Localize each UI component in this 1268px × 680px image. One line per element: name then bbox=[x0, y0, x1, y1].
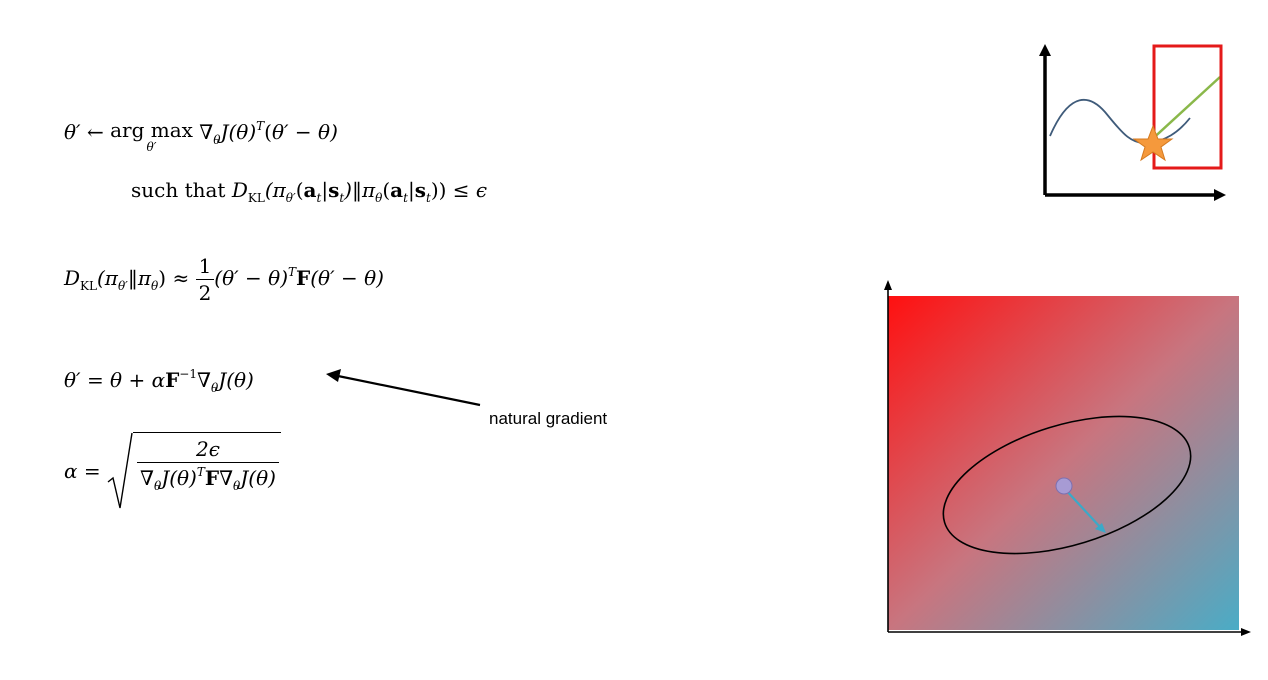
tangent-line bbox=[1147, 76, 1221, 144]
bar: | bbox=[321, 178, 329, 202]
trust-region-ellipse bbox=[942, 415, 1192, 555]
star-icon bbox=[1132, 124, 1174, 162]
equation-constraint: such that DKL(πθ′(at|st)‖πθ(at|st)) ≤ ϵ bbox=[131, 180, 487, 204]
nabla-2: ∇ bbox=[219, 466, 234, 490]
kl-subscript: KL bbox=[80, 279, 97, 293]
denominator: ∇θJ(θ)TF∇θJ(θ) bbox=[137, 463, 279, 492]
square-root: 2ϵ ∇θJ(θ)TF∇θJ(θ) bbox=[107, 432, 281, 510]
transpose: T bbox=[288, 265, 297, 279]
approx: ) ≈ bbox=[158, 266, 196, 290]
such-that-label: such that bbox=[131, 178, 232, 202]
divergence-D: D bbox=[64, 266, 81, 290]
inverse: −1 bbox=[179, 367, 197, 381]
state-s: s bbox=[328, 178, 340, 202]
theta-prime-2: θ′ bbox=[271, 120, 289, 144]
leq: )) ≤ bbox=[430, 178, 476, 202]
pi-new-sub: θ′ bbox=[117, 279, 128, 293]
nabla: ∇ bbox=[196, 368, 211, 392]
objective: J(θ) bbox=[218, 368, 254, 392]
numerator: 2ϵ bbox=[136, 439, 279, 463]
action-a: a bbox=[303, 178, 317, 202]
pi-old: ‖π bbox=[127, 266, 152, 290]
objective: J(θ) bbox=[161, 466, 197, 490]
nabla-subscript-2: θ bbox=[233, 479, 241, 493]
gradient-landscape bbox=[884, 280, 1251, 636]
nabla-subscript: θ bbox=[213, 133, 221, 147]
denominator: 2 bbox=[198, 281, 212, 305]
equation-kl-approx: DKL(πθ′‖πθ) ≈ 1 2 (θ′ − θ)TF(θ′ − θ) bbox=[64, 256, 384, 303]
assign-arrow: ← bbox=[86, 120, 104, 144]
nabla-subscript: θ bbox=[210, 381, 219, 395]
objective-J: J bbox=[220, 120, 229, 144]
landscape-background bbox=[888, 296, 1239, 630]
divergence-D: D bbox=[231, 178, 248, 202]
minus-theta: − θ) bbox=[288, 120, 338, 144]
paren: ( bbox=[295, 178, 304, 202]
objective-curve bbox=[1049, 98, 1191, 144]
fisher-F: F bbox=[296, 266, 311, 290]
transpose: T bbox=[256, 119, 265, 133]
equation-update: θ′ ← arg max θ′ ∇θJ(θ)T(θ′ − θ) bbox=[64, 120, 338, 154]
paren-2: ( bbox=[382, 178, 391, 202]
numerator: 1 bbox=[195, 256, 215, 280]
step-arrow bbox=[1063, 487, 1102, 529]
state-s-2: s bbox=[414, 178, 426, 202]
update-lhs: θ′ = θ + α bbox=[64, 368, 166, 392]
fisher-F: F bbox=[165, 368, 180, 392]
paren-open: ( bbox=[264, 120, 272, 144]
trust-region-box bbox=[1152, 44, 1223, 170]
bar-2: | bbox=[407, 178, 415, 202]
t-sub: t bbox=[316, 191, 322, 205]
objective-2: J(θ) bbox=[240, 466, 276, 490]
alpha-lhs: α = bbox=[64, 459, 107, 483]
delta-theta-2: (θ′ − θ) bbox=[310, 266, 384, 290]
nabla: ∇ bbox=[199, 120, 214, 144]
transpose: T bbox=[196, 465, 205, 479]
fisher-F: F bbox=[204, 466, 220, 490]
pi-new: (π bbox=[264, 178, 286, 202]
argmax-subscript: θ′ bbox=[146, 140, 157, 154]
t-sub-4: t bbox=[425, 191, 431, 205]
epsilon: ϵ bbox=[475, 178, 488, 202]
theta-prime: θ′ bbox=[64, 120, 81, 144]
theta-arg: (θ) bbox=[228, 120, 257, 144]
nabla: ∇ bbox=[139, 466, 154, 490]
pi-old: )‖π bbox=[344, 178, 376, 202]
natural-gradient-label: natural gradient bbox=[489, 409, 608, 428]
delta-theta: (θ′ − θ) bbox=[214, 266, 288, 290]
argmax: arg max θ′ bbox=[110, 120, 193, 154]
pi-new-sub: θ′ bbox=[285, 191, 296, 205]
alpha-fraction: 2ϵ ∇θJ(θ)TF∇θJ(θ) bbox=[136, 439, 279, 492]
t-sub-3: t bbox=[403, 191, 408, 205]
radicand: 2ϵ ∇θJ(θ)TF∇θJ(θ) bbox=[132, 432, 281, 510]
action-a-2: a bbox=[390, 178, 404, 202]
argmax-label: arg max bbox=[110, 118, 193, 142]
pi-new: (π bbox=[96, 266, 118, 290]
equation-alpha: α = 2ϵ ∇θJ(θ)TF∇θJ(θ) bbox=[64, 432, 281, 510]
kl-subscript: KL bbox=[247, 191, 265, 205]
function-curve-plot bbox=[1039, 44, 1226, 201]
parameter-point bbox=[1055, 477, 1073, 495]
radical-sign bbox=[107, 432, 133, 509]
pi-old-sub: θ bbox=[375, 191, 383, 205]
nabla-subscript: θ bbox=[153, 479, 162, 493]
t-sub-2: t bbox=[339, 191, 345, 205]
equation-natural-gradient: θ′ = θ + αF−1∇θJ(θ) bbox=[64, 368, 254, 394]
pi-old-sub: θ bbox=[151, 279, 159, 293]
